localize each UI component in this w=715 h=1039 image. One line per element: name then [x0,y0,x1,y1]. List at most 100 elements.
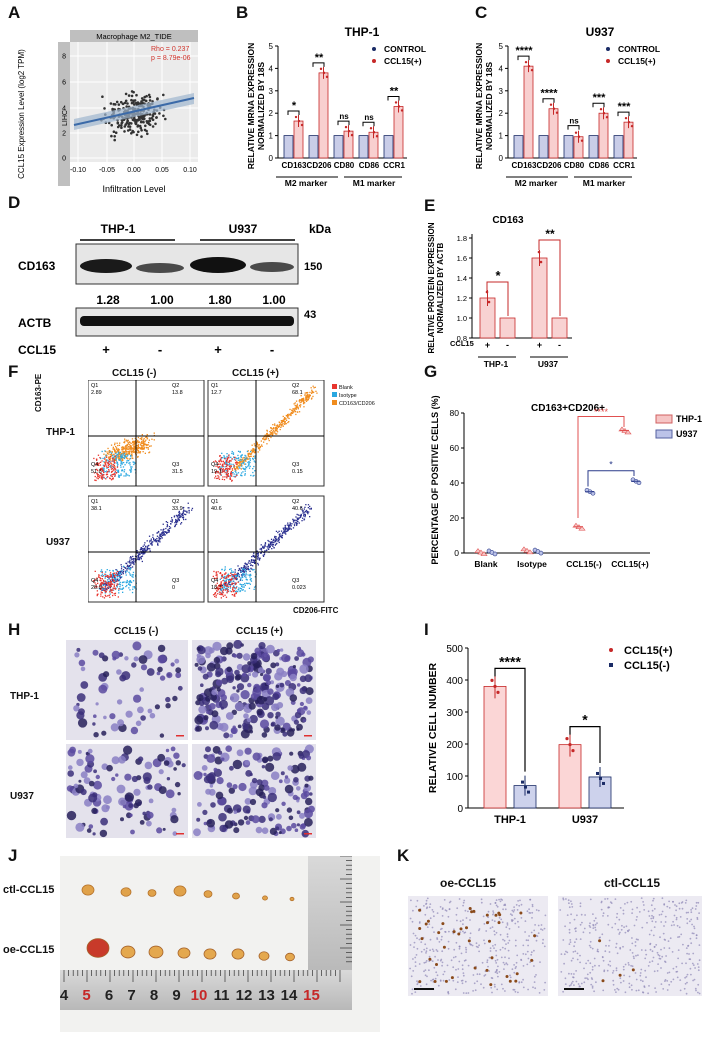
panel-h-cell [166,672,173,679]
panel-a-point [158,112,161,115]
panel-g-sig-thp1: **** [594,407,609,417]
panel-k-positive-cell [418,980,422,984]
panel-f-event-positive [140,448,142,450]
panel-a-point [155,116,158,119]
panel-j-tumor-ctl [120,887,132,897]
panel-e-bar [531,257,548,339]
panel-f-event-positive [108,456,110,458]
panel-f-event-positive [136,442,138,444]
panel-f-event-isotype [133,462,136,464]
panel-f-event-isotype [124,454,126,456]
panel-f-event-isotype [106,579,109,581]
panel-f-event-positive [260,549,263,551]
panel-k-nucleus [463,899,466,902]
panel-k-nucleus [442,973,445,976]
panel-k-nucleus [414,934,417,937]
panel-e-sign: - [506,340,509,350]
panel-f-event-positive [297,411,299,413]
panel-f-event-positive [111,579,114,581]
panel-f-event-positive [132,440,134,443]
panel-f-event-positive [141,437,143,439]
panel-h-cell [93,780,102,790]
panel-f-event-positive [300,506,303,509]
panel-k-nucleus [452,979,455,982]
panel-k-nucleus [441,935,443,938]
panel-k-nucleus [542,938,544,941]
panel-f-event-positive [245,460,247,462]
panel-k-nucleus [531,917,533,919]
panel-k-nucleus [527,939,530,942]
panel-f-event-positive [262,554,264,556]
panel-f-event-blank [109,584,111,587]
panel-f-event-positive [182,507,184,509]
panel-h-cell [209,784,214,788]
panel-f-row-thp1: THP-1 [46,427,75,438]
panel-f-event-blank [222,460,225,462]
panel-f-event-positive [137,555,140,557]
panel-k-positive-cell [467,939,471,943]
panel-f-event-positive [137,447,139,449]
panel-k-nucleus [651,950,654,953]
panel-f-event-positive [253,448,255,450]
panel-k-nucleus [461,964,464,967]
panel-k-nucleus [571,906,574,908]
panel-f-event-positive [185,513,187,516]
panel-k-nucleus [412,958,414,960]
panel-f-event-blank [99,474,101,477]
panel-k-nucleus [530,931,533,934]
panel-f-event-positive [278,538,280,540]
panel-f-event-positive [167,531,169,533]
panel-f-event-blank [100,580,102,582]
panel-h-cell [157,644,166,653]
panel-f-event-positive [129,446,131,448]
panel-f-event-blank [114,473,116,476]
panel-f-event-positive [254,556,256,558]
panel-g-ytick: 60 [450,443,460,453]
panel-f-event-positive [229,584,231,586]
panel-f-event-blank [97,463,99,465]
panel-a-xtick: 0.00 [127,167,141,174]
panel-f-event-positive [137,445,139,447]
panel-g-title: CD163+CD206+ [531,403,605,414]
panel-f-event-isotype [252,468,254,470]
panel-f-event-isotype [129,581,131,584]
panel-f-event-positive [252,455,255,458]
panel-h-cell [307,805,315,813]
panel-k-nucleus [467,910,469,913]
panel-k-nucleus [672,900,674,903]
panel-k-nucleus [517,920,519,923]
panel-k-nucleus [493,983,496,986]
panel-h-cell [306,755,312,761]
panel-h-cell [274,724,281,731]
panel-f-event-isotype [246,574,248,576]
panel-k-nucleus [540,924,543,926]
panel-f-legend-blank: Blank [339,385,353,391]
panel-f-event-blank [219,466,221,468]
panel-h-cell [177,792,181,796]
panel-j-tumor-ctl [147,889,157,897]
panel-f-event-isotype [250,574,252,576]
panel-f-event-blank [100,593,102,595]
panel-f-event-isotype [118,578,121,581]
panel-f-event-blank [96,458,98,460]
panel-f-event-blank [105,465,107,467]
panel-f-event-isotype [104,456,106,459]
panel-f-event-positive [242,573,244,575]
panel-k-nucleus [487,916,489,919]
panel-f-event-blank [107,462,109,465]
panel-f-event-blank [235,461,237,463]
panel-f-event-isotype [226,587,228,589]
category-label: CD206 [537,161,562,170]
panel-h-cell [243,815,249,821]
panel-k-nucleus [430,979,432,982]
panel-h-cell [275,808,280,813]
panel-h-cell [157,753,166,762]
panel-f-event-isotype [220,588,222,590]
panel-k-nucleus [425,983,428,986]
panel-f-event-isotype [237,454,239,457]
panel-f-event-positive [300,513,302,516]
panel-a-point [127,94,131,97]
panel-k-nucleus [444,909,447,911]
panel-k-scale-bar [564,988,584,990]
